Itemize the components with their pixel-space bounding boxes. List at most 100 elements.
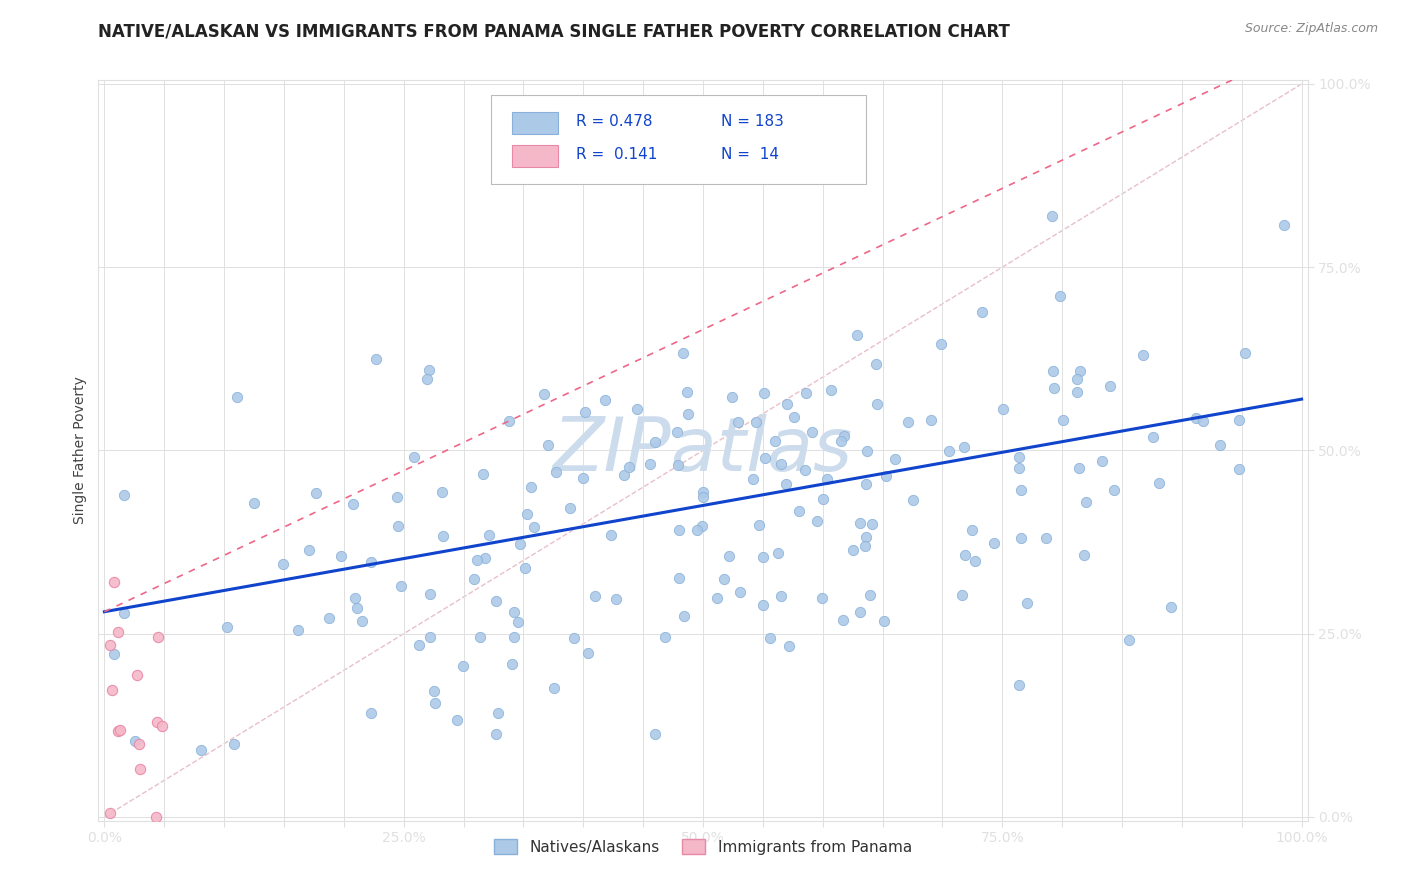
Point xyxy=(465,553,488,567)
Point xyxy=(775,477,797,491)
Bar xyxy=(512,112,558,135)
Point xyxy=(446,713,468,727)
Point xyxy=(794,386,817,401)
Point xyxy=(1043,381,1066,395)
Point xyxy=(754,450,776,465)
Point xyxy=(962,523,984,537)
Point xyxy=(574,405,596,419)
Point xyxy=(668,523,690,537)
Point xyxy=(1052,413,1074,427)
Point xyxy=(800,425,823,440)
Point xyxy=(1008,450,1031,465)
Legend: Natives/Alaskans, Immigrants from Panama: Natives/Alaskans, Immigrants from Panama xyxy=(488,833,918,861)
Point xyxy=(474,551,496,566)
Point xyxy=(752,550,775,565)
Point xyxy=(146,630,169,644)
Point xyxy=(920,413,942,427)
Point xyxy=(865,357,887,371)
Point xyxy=(950,588,973,602)
Point xyxy=(1069,364,1091,378)
Point xyxy=(124,734,146,748)
Point xyxy=(558,501,581,516)
Point xyxy=(1035,531,1057,545)
Point xyxy=(1142,430,1164,444)
Text: R = 0.478: R = 0.478 xyxy=(576,114,652,129)
Point xyxy=(1227,413,1250,427)
Point xyxy=(626,401,648,416)
Point xyxy=(103,647,125,661)
Y-axis label: Single Father Poverty: Single Father Poverty xyxy=(73,376,87,524)
Point xyxy=(486,706,509,721)
Point xyxy=(770,457,793,471)
Point xyxy=(845,327,868,342)
Point xyxy=(600,528,623,542)
Point xyxy=(1010,531,1032,545)
Text: ZIPatlas: ZIPatlas xyxy=(553,415,853,486)
Point xyxy=(537,438,560,452)
Point xyxy=(190,743,212,757)
Point xyxy=(226,390,249,404)
Point xyxy=(387,490,409,504)
Point xyxy=(842,542,865,557)
Point xyxy=(1118,632,1140,647)
Point xyxy=(342,497,364,511)
Point xyxy=(387,518,409,533)
Point xyxy=(938,444,960,458)
Point xyxy=(831,613,853,627)
Bar xyxy=(512,145,558,167)
Point xyxy=(576,646,599,660)
Point xyxy=(1192,414,1215,428)
Point xyxy=(875,468,897,483)
Point xyxy=(222,737,245,751)
Point xyxy=(862,516,884,531)
Point xyxy=(673,608,696,623)
Point xyxy=(748,518,770,533)
Point xyxy=(112,607,135,621)
Point xyxy=(706,591,728,605)
Point xyxy=(463,572,485,586)
Point xyxy=(366,351,388,366)
Text: N =  14: N = 14 xyxy=(721,147,779,161)
Point xyxy=(830,434,852,449)
Point xyxy=(1234,346,1257,360)
Point xyxy=(103,575,125,590)
Point xyxy=(965,554,987,568)
Point xyxy=(644,727,666,741)
Point xyxy=(360,555,382,569)
Point xyxy=(853,539,876,553)
Point xyxy=(1132,348,1154,362)
Point xyxy=(506,615,529,629)
Point xyxy=(416,372,439,386)
Point xyxy=(593,392,616,407)
Point xyxy=(318,610,340,624)
Point xyxy=(605,592,627,607)
Point xyxy=(778,639,800,653)
Point xyxy=(468,631,491,645)
Point xyxy=(513,561,536,575)
Point xyxy=(145,810,167,824)
Point xyxy=(107,724,129,739)
Point xyxy=(343,591,366,606)
Point xyxy=(1066,384,1088,399)
Point xyxy=(408,638,430,652)
Point xyxy=(1184,411,1206,425)
Point xyxy=(360,706,382,721)
Point xyxy=(872,615,894,629)
Point xyxy=(217,620,239,634)
Point xyxy=(110,723,132,737)
Point xyxy=(305,485,328,500)
Point xyxy=(832,429,855,443)
Point xyxy=(1091,454,1114,468)
Point xyxy=(419,630,441,644)
Point xyxy=(146,714,169,729)
Point xyxy=(485,727,508,741)
Point xyxy=(346,601,368,615)
Point xyxy=(668,571,690,585)
Point xyxy=(423,696,446,710)
Point xyxy=(1066,371,1088,385)
Point xyxy=(107,624,129,639)
Point xyxy=(1069,461,1091,475)
Point xyxy=(432,529,454,543)
Text: R =  0.141: R = 0.141 xyxy=(576,147,658,161)
Point xyxy=(478,528,501,542)
